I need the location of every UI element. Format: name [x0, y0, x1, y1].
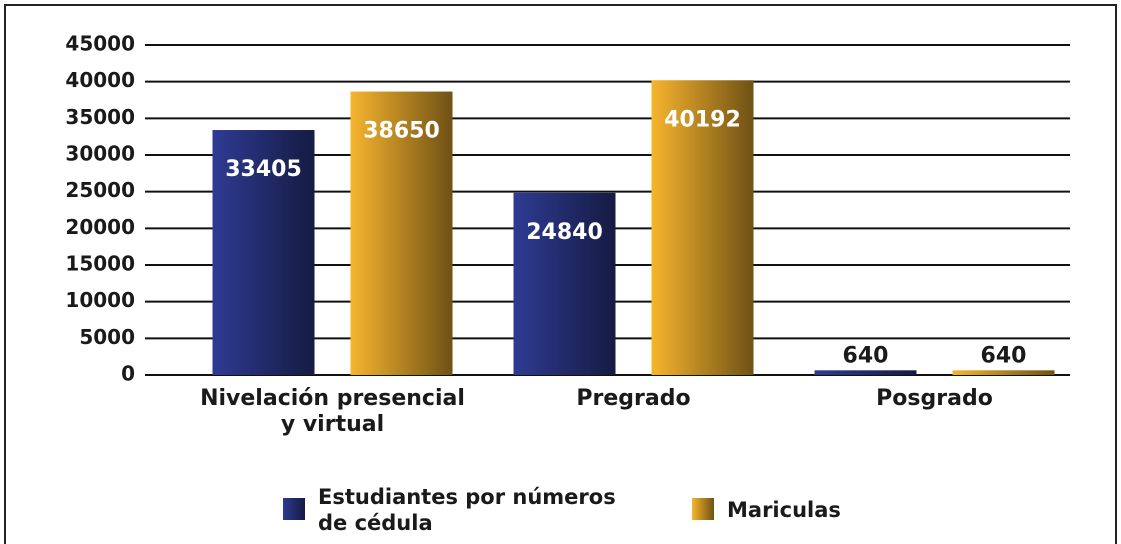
bar — [651, 80, 754, 375]
x-tick-label: Pregrado — [576, 386, 691, 411]
y-tick-label: 30000 — [65, 142, 135, 166]
legend-swatch — [692, 498, 714, 520]
bar — [350, 91, 453, 376]
y-tick-label: 5000 — [79, 325, 135, 349]
value-label: 38650 — [363, 119, 440, 144]
bar — [952, 370, 1055, 375]
bar — [513, 192, 616, 375]
frame — [4, 4, 1117, 544]
y-tick-label: 40000 — [65, 68, 135, 92]
y-tick-label: 35000 — [65, 105, 135, 129]
legend-swatch — [283, 498, 305, 520]
x-tick-label: Posgrado — [876, 386, 993, 411]
x-tick-label: Nivelación presencial y virtual — [200, 386, 465, 437]
legend-label: Mariculas — [727, 498, 841, 522]
y-tick-label: 0 — [121, 362, 135, 386]
y-tick-label: 25000 — [65, 178, 135, 202]
legend-label: Estudiantes por números de cédula — [318, 485, 616, 535]
bar — [212, 130, 315, 375]
value-label: 24840 — [526, 220, 603, 245]
value-label: 33405 — [225, 157, 302, 182]
y-tick-label: 10000 — [65, 288, 135, 312]
value-label: 40192 — [664, 107, 741, 132]
value-label: 640 — [843, 343, 889, 368]
y-tick-label: 45000 — [65, 32, 135, 56]
y-tick-label: 15000 — [65, 252, 135, 276]
bar — [814, 370, 917, 375]
y-tick-label: 20000 — [65, 215, 135, 239]
value-label: 640 — [981, 343, 1027, 368]
